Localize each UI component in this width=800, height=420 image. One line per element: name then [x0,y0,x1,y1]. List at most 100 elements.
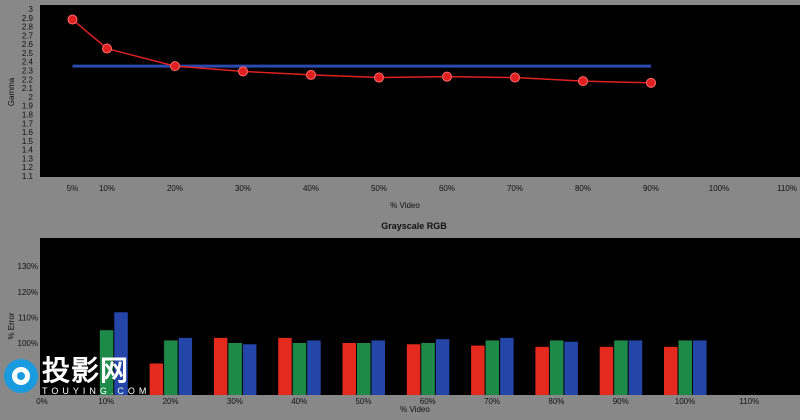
logo-cn: 投影网 [42,355,130,386]
grayscale-bar-green [549,340,564,395]
grayscale-y-tick: 100% [18,339,38,348]
gamma-y-tick: 1.7 [22,119,34,128]
gamma-y-tick: 2.6 [22,40,34,49]
gamma-x-tick: 110% [777,184,797,193]
gamma-x-tick: 40% [303,184,319,193]
grayscale-x-tick: 110% [739,397,759,406]
grayscale-y-axis-title: % Error [7,312,16,339]
logo-icon [4,359,38,393]
gamma-point [306,69,316,80]
gamma-x-tick: 5% [67,184,79,193]
gamma-point [374,72,384,83]
gamma-series [67,14,656,88]
gamma-x-tick: 20% [167,184,183,193]
gamma-y-tick: 2.1 [22,84,34,93]
gamma-point [238,66,248,77]
grayscale-chart-title: Grayscale RGB [381,221,447,231]
gamma-x-tick: 80% [575,184,591,193]
grayscale-bar-green [485,340,500,395]
gamma-y-tick: 2.9 [22,14,34,23]
gamma-point [578,76,588,87]
grayscale-x-tick: 20% [163,397,179,406]
gamma-point [67,14,78,25]
grayscale-x-tick: 40% [291,397,307,406]
gamma-point [102,43,112,54]
gamma-y-tick: 1.1 [22,172,34,181]
gamma-plot-area [40,5,800,177]
grayscale-x-ticks: 0% 10% 20% 30% 40% 50% 60% 70% 80% 90% 100% 110% [36,397,759,406]
gamma-y-tick: 1.5 [22,137,34,146]
grayscale-x-tick: 30% [227,397,243,406]
gamma-y-tick: 2.4 [22,58,34,67]
logo-text: 投影网 TOUYING.COM [42,355,151,397]
grayscale-bar-green [421,343,435,395]
grayscale-y-ticks: 100% 110% 120% 130% [18,262,38,348]
grayscale-bar-green [357,343,371,395]
grayscale-y-tick: 130% [18,262,38,271]
gamma-y-tick: 1.9 [22,102,34,111]
grayscale-x-tick: 50% [355,397,371,406]
grayscale-y-tick: 120% [18,288,38,297]
gamma-x-tick: 90% [643,184,659,193]
gamma-y-tick: 2.2 [22,75,34,84]
gamma-y-tick: 2.8 [22,23,34,32]
grayscale-bar-blue [564,341,578,395]
grayscale-bar-green [614,340,628,395]
grayscale-bar-red [406,344,421,395]
grayscale-bar-green [292,343,307,395]
grayscale-bar-blue [435,339,450,395]
gamma-point [510,72,520,83]
gamma-x-ticks: 5% 10% 20% 30% 40% 50% 60% 70% 80% 90% 100% 110% [67,184,797,193]
gamma-point [646,77,656,88]
gamma-y-ticks: 1.11.21.31.41.51.61.71.81.922.12.22.32.4… [22,5,34,181]
grayscale-y-tick: 110% [18,313,38,322]
gamma-x-tick: 70% [507,184,523,193]
gamma-x-tick: 30% [235,184,251,193]
grayscale-bar-blue [178,337,193,395]
grayscale-bar-red [535,346,549,395]
gamma-y-tick: 1.8 [22,110,34,119]
grayscale-x-tick: 0% [36,397,48,406]
grayscale-bar-blue [693,340,707,395]
grayscale-x-tick: 90% [613,397,629,406]
grayscale-x-tick: 10% [98,397,114,406]
gamma-y-tick: 3 [29,5,34,14]
gamma-y-tick: 1.4 [22,146,34,155]
grayscale-x-tick: 70% [484,397,500,406]
gamma-point [170,61,180,72]
grayscale-bar-blue [114,312,128,395]
grayscale-bar-green [164,340,178,395]
grayscale-x-axis-title: % Video [400,405,430,414]
grayscale-bar-blue [307,340,321,395]
grayscale-bar-green [99,330,114,395]
gamma-x-tick: 10% [99,184,115,193]
grayscale-bar-red [471,345,485,395]
grayscale-bar-red [664,346,678,395]
gamma-x-tick: 50% [371,184,387,193]
grayscale-x-tick: 60% [420,397,436,406]
gamma-y-tick: 1.6 [22,128,34,137]
grayscale-bar-green [678,340,692,395]
grayscale-bar-red [213,337,228,395]
gamma-line [72,18,652,84]
gamma-x-tick: 60% [439,184,455,193]
grayscale-bar-blue [242,344,257,395]
gamma-y-tick: 2.3 [22,67,34,76]
grayscale-bar-blue [371,340,385,395]
grayscale-bar-red [599,346,614,395]
grayscale-x-tick: 80% [548,397,564,406]
logo-en: TOUYING.COM [42,386,151,396]
grayscale-bar-blue [628,340,643,395]
grayscale-bar-red [342,343,356,395]
gamma-y-tick: 2 [29,93,34,102]
grayscale-bar-blue [500,337,514,395]
gamma-y-tick: 1.3 [22,154,34,163]
gamma-x-tick: 100% [709,184,729,193]
grayscale-bars [99,312,707,395]
gamma-y-tick: 2.7 [22,31,34,40]
gamma-y-tick: 2.5 [22,49,34,58]
grayscale-x-tick: 100% [675,397,695,406]
grayscale-bar-green [228,343,242,395]
grayscale-bar-red [278,337,292,395]
